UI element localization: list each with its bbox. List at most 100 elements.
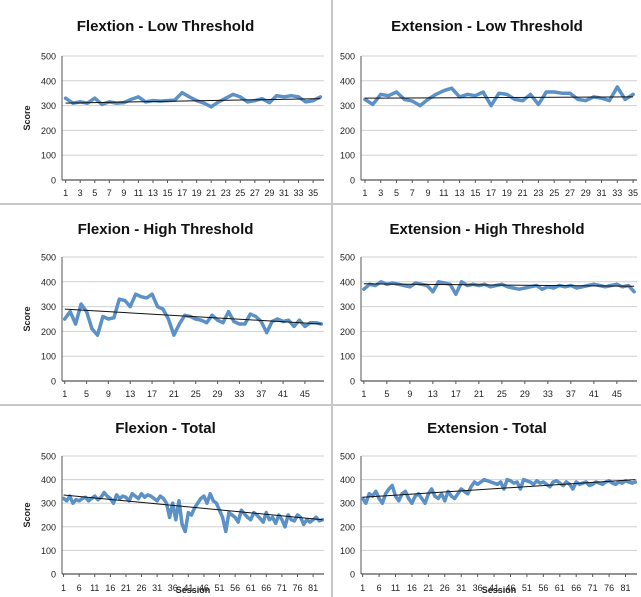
data-point — [460, 280, 464, 284]
data-point — [314, 515, 318, 519]
x-tick-label: 41 — [183, 583, 193, 593]
data-point — [528, 92, 533, 97]
chart-flexion-low-threshold: Flextion - Low Threshold 0 100 200 300 400 50… — [0, 0, 331, 203]
data-point — [79, 302, 83, 306]
data-point — [150, 292, 154, 296]
y-tick-label: 300 — [340, 302, 355, 312]
data-point — [215, 318, 220, 322]
x-tick-label: 29 — [213, 389, 223, 399]
data-point — [373, 283, 377, 288]
chart-extension-total: Extension - Total 0 100 200 300 400 500 1 6 11 16… — [333, 406, 641, 597]
x-tick-label: 11 — [391, 583, 400, 593]
data-point — [387, 487, 391, 491]
x-tick-label: 66 — [261, 583, 271, 593]
data-point — [430, 487, 434, 491]
data-point — [476, 482, 480, 486]
data-point — [199, 496, 203, 501]
x-tick-label: 11 — [134, 188, 143, 198]
data-point — [413, 494, 417, 498]
data-point — [261, 520, 265, 524]
data-point — [459, 487, 463, 491]
data-point — [551, 480, 555, 484]
data-point — [289, 518, 293, 522]
x-tick-label: 13 — [125, 389, 135, 399]
x-tick-label: 61 — [555, 583, 565, 593]
data-point — [449, 494, 453, 498]
trend-line — [63, 494, 323, 521]
x-tick-label: 5 — [384, 389, 389, 399]
data-point — [233, 515, 237, 519]
x-tick-label: 33 — [234, 389, 244, 399]
chart-flexion-high-threshold: Flexion - High Threshold 0 100 200 300 400 50… — [0, 205, 331, 404]
data-point — [443, 499, 447, 503]
x-tick-label: 1 — [62, 389, 67, 399]
data-point — [610, 481, 614, 485]
data-point — [186, 511, 190, 515]
data-point — [453, 496, 457, 501]
y-axis-label: Score — [22, 105, 32, 130]
data-point — [64, 96, 68, 100]
data-point — [96, 498, 100, 502]
data-point — [211, 499, 215, 503]
data-point — [407, 496, 411, 501]
y-tick-label: 300 — [340, 101, 355, 111]
data-point — [189, 513, 194, 517]
data-point — [423, 501, 427, 505]
data-point — [426, 97, 430, 101]
x-tick-label: 27 — [565, 188, 575, 198]
data-point — [183, 529, 187, 534]
data-point — [518, 487, 522, 491]
y-tick-label: 500 — [340, 253, 355, 263]
data-point — [410, 501, 414, 505]
data-point — [450, 86, 454, 90]
x-tick-label: 3 — [378, 188, 383, 198]
data-point — [442, 281, 446, 285]
x-tick-label: 45 — [612, 389, 622, 399]
data-point — [145, 296, 149, 300]
data-point — [245, 100, 250, 104]
data-point — [118, 496, 122, 501]
data-point — [584, 99, 588, 103]
x-tick-label: 31 — [279, 188, 289, 198]
y-tick-label: 0 — [350, 570, 355, 580]
x-tick-label: 37 — [566, 389, 576, 399]
data-point — [71, 501, 75, 505]
x-tick-label: 15 — [163, 188, 173, 198]
data-point — [174, 518, 178, 522]
y-tick-label: 400 — [340, 475, 355, 485]
data-point — [548, 485, 552, 489]
data-point — [221, 515, 225, 519]
data-point — [560, 91, 564, 95]
data-point — [317, 519, 321, 523]
data-point — [180, 522, 184, 527]
x-tick-label: 61 — [246, 583, 256, 593]
data-point — [146, 493, 150, 497]
data-point — [614, 482, 618, 486]
data-point — [564, 480, 568, 484]
data-point — [632, 290, 636, 294]
x-tick-label: 56 — [538, 583, 548, 593]
data-point — [371, 102, 375, 106]
x-tick-label: 17 — [177, 188, 187, 198]
data-point — [506, 285, 510, 289]
x-tick-label: 33 — [294, 188, 304, 198]
x-tick-label: 29 — [264, 188, 274, 198]
x-tick-label: 27 — [250, 188, 260, 198]
x-tick-label: 76 — [604, 583, 614, 593]
x-tick-label: 11 — [439, 188, 448, 198]
data-point — [124, 495, 128, 499]
data-point — [521, 99, 525, 103]
x-tick-label: 11 — [90, 583, 99, 593]
x-tick-label: 13 — [455, 188, 465, 198]
data-point — [77, 499, 81, 503]
y-tick-label: 500 — [41, 52, 56, 62]
vertical-divider — [331, 0, 333, 597]
data-point — [379, 92, 383, 97]
x-tick-label: 21 — [206, 188, 216, 198]
data-point — [129, 97, 133, 101]
x-tick-label: 26 — [440, 583, 450, 593]
chart-title: Extension - Total — [427, 420, 547, 437]
y-tick-label: 100 — [41, 151, 56, 161]
x-tick-label: 7 — [410, 188, 415, 198]
data-point — [492, 481, 496, 485]
